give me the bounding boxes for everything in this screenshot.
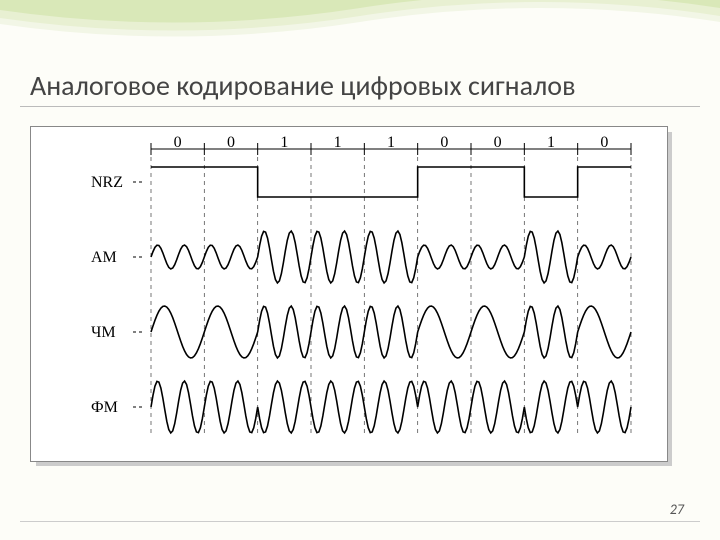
svg-text:0: 0 — [440, 134, 448, 151]
svg-text:1: 1 — [547, 134, 555, 151]
slide-title: Аналоговое кодирование цифровых сигналов — [30, 68, 575, 103]
svg-text:1: 1 — [334, 134, 342, 151]
header-swoosh — [0, 0, 720, 60]
svg-text:0: 0 — [600, 134, 608, 151]
svg-text:NRZ: NRZ — [91, 174, 123, 191]
svg-text:ЧМ: ЧМ — [91, 324, 116, 341]
svg-text:1: 1 — [387, 134, 395, 151]
svg-text:0: 0 — [494, 134, 502, 151]
svg-text:0: 0 — [174, 134, 182, 151]
svg-text:1: 1 — [280, 134, 288, 151]
svg-text:0: 0 — [227, 134, 235, 151]
svg-text:ФМ: ФМ — [91, 399, 118, 416]
modulation-diagram: 0 0 1 1 1 0 0 1 0 NRZ АМ ЧМ ФМ — [30, 126, 668, 462]
svg-text:АМ: АМ — [91, 249, 117, 266]
footer-line — [20, 521, 700, 522]
page-number: 27 — [670, 501, 684, 518]
title-underline — [20, 106, 700, 107]
